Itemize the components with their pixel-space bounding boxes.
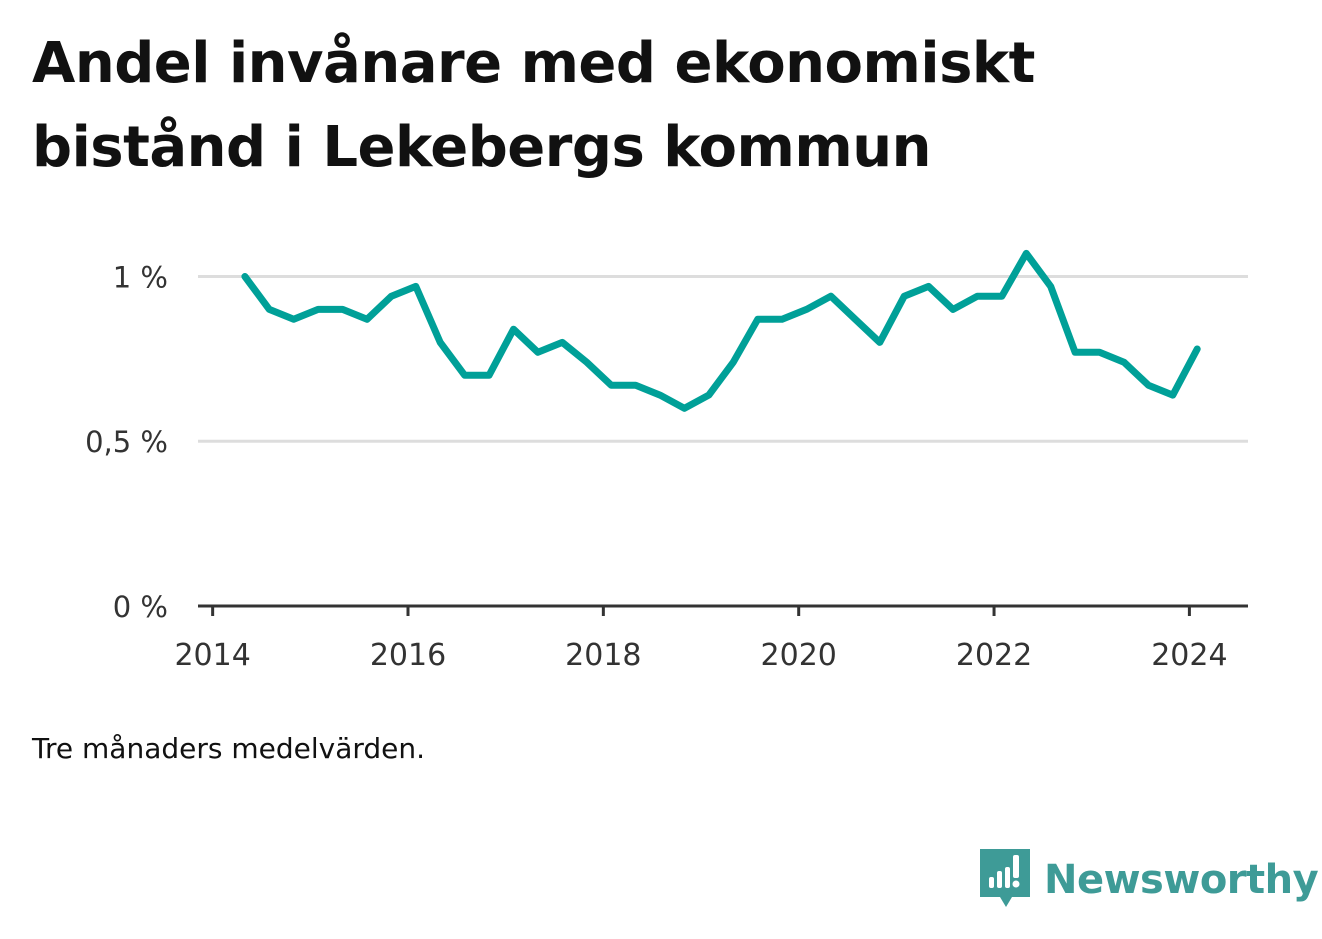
x-tick-label: 2022 <box>956 638 1032 673</box>
y-axis-ticks: 0 % 0,5 % 1 % <box>85 260 168 624</box>
x-tick-label: 2016 <box>370 638 446 673</box>
series-lines <box>241 249 1201 412</box>
brand-name: Newsworthy <box>1044 857 1319 903</box>
x-tick-label: 2014 <box>174 638 250 673</box>
line-chart: 0 % 0,5 % 1 % 2014 2016 2018 2020 2022 2024 <box>85 249 1248 673</box>
x-tick-label: 2024 <box>1151 638 1227 673</box>
chart-title: Andel invånare med ekonomiskt bistånd i … <box>32 31 1035 180</box>
y-tick-label: 1 % <box>113 260 168 294</box>
x-tick-label: 2018 <box>565 638 641 673</box>
gridlines <box>198 274 1248 443</box>
x-axis-ticks: 2014 2016 2018 2020 2022 2024 <box>174 606 1228 673</box>
x-tick-label: 2020 <box>761 638 837 673</box>
footnote: Tre månaders medelvärden. <box>32 732 426 765</box>
newsworthy-logo-icon <box>980 849 1030 907</box>
y-tick-label: 0 % <box>113 590 168 624</box>
series-line <box>241 249 1201 412</box>
y-tick-label: 0,5 % <box>85 425 168 459</box>
brand-logo: Newsworthy <box>980 848 1319 912</box>
